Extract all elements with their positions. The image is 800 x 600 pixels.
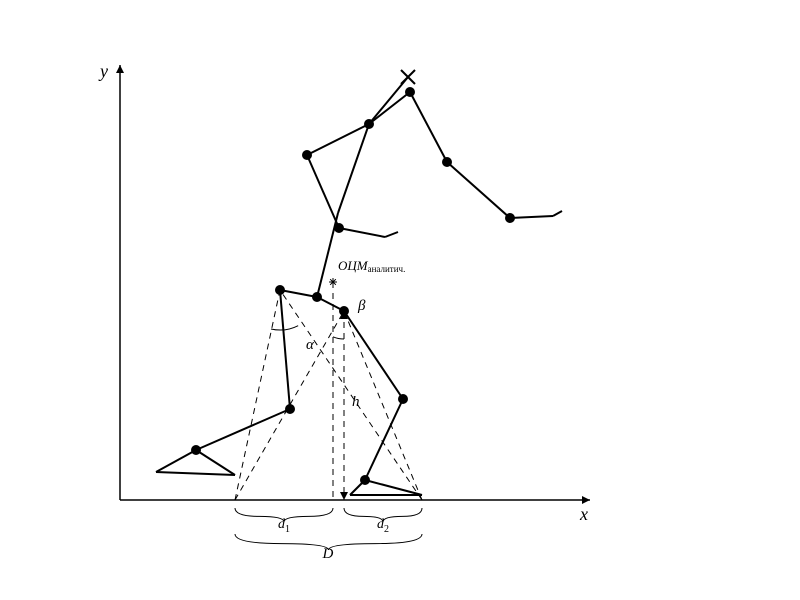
construction-line — [235, 290, 280, 500]
body-segment — [369, 92, 410, 124]
body-segment — [280, 290, 317, 297]
joint-marker — [505, 213, 515, 223]
joint-marker — [285, 404, 295, 414]
x-axis-label: x — [579, 504, 588, 524]
dimension-label: D — [322, 546, 334, 562]
biomechanics-diagram: x y ОЦМаналитич. α β h d1 d2 D — [0, 0, 800, 600]
beta-angle-label: β — [357, 298, 366, 314]
joint-marker — [312, 292, 322, 302]
joint-marker — [191, 445, 201, 455]
body-segment — [410, 92, 447, 162]
ocm-label: ОЦМаналитич. — [338, 258, 405, 274]
joint-marker — [398, 394, 408, 404]
angle-arc — [271, 326, 298, 330]
body-segment — [385, 232, 398, 237]
body-segment — [156, 472, 235, 475]
y-axis-label: y — [98, 61, 108, 81]
joint-marker — [364, 119, 374, 129]
joint-marker — [405, 87, 415, 97]
height-label: h — [352, 394, 360, 410]
body-segment — [196, 450, 235, 475]
body-segment — [365, 399, 403, 480]
joint-marker — [334, 223, 344, 233]
angle-arc — [333, 337, 344, 339]
body-segment — [339, 228, 385, 237]
dimension-label: d2 — [377, 517, 389, 535]
joint-marker — [360, 475, 370, 485]
body-segment — [553, 211, 562, 216]
joint-marker — [302, 150, 312, 160]
body-segment — [156, 450, 196, 472]
body-segment — [344, 311, 403, 399]
joint-marker — [275, 285, 285, 295]
body-segment — [280, 290, 290, 409]
alpha-angle-label: α — [306, 337, 315, 353]
dimension-label: d1 — [278, 517, 290, 535]
joint-marker — [442, 157, 452, 167]
body-segment — [510, 216, 553, 218]
body-segment — [447, 162, 510, 218]
body-segment — [307, 155, 339, 228]
